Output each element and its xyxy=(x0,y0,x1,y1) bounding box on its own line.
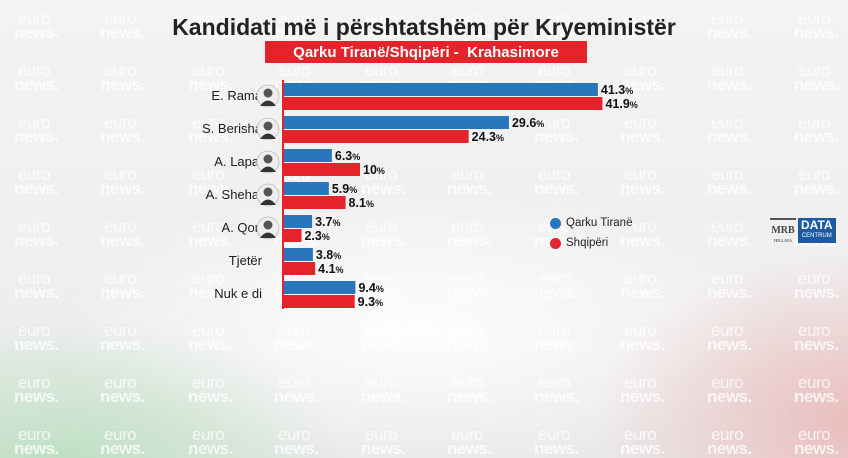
mrb-subtext: HILLAYA xyxy=(774,238,792,243)
avatar-body-icon xyxy=(260,166,276,172)
chart-title: Kandidati më i përshtatshëm për Kryemini… xyxy=(172,14,676,40)
avatar-head-icon xyxy=(263,220,273,230)
avatar-head-icon xyxy=(263,121,273,131)
bar-qarku xyxy=(284,83,598,96)
bar-qarku xyxy=(284,116,509,129)
chart-subtitle: Qarku Tiranë/Shqipëri - Krahasimore xyxy=(265,41,587,63)
mrb-text: MRB xyxy=(771,225,795,236)
avatar-head-icon xyxy=(263,154,273,164)
legend-label-qarku: Qarku Tiranë xyxy=(566,217,633,229)
data-centrum-logo: MRB HILLAYA DATA CENTRUM xyxy=(770,218,836,246)
data-centrum-line1: DATA xyxy=(801,218,833,232)
avatar-body-icon xyxy=(260,199,276,205)
data-label: 41.9% xyxy=(605,97,637,111)
avatar-body-icon xyxy=(260,133,276,139)
bar-qarku xyxy=(284,248,313,261)
data-label: 3.8% xyxy=(316,248,341,262)
category-label: A. Qori xyxy=(222,220,263,235)
legend-marker-shqiperi xyxy=(550,237,561,249)
legend-item-qarku: Qarku Tiranë xyxy=(550,213,632,233)
avatar-head-icon xyxy=(263,187,273,197)
bar-shqiperi xyxy=(284,295,355,308)
data-centrum-line2: CENTRUM xyxy=(801,233,832,239)
data-label: 9.3% xyxy=(358,295,383,309)
avatar-head-icon xyxy=(263,88,273,98)
avatar-body-icon xyxy=(260,100,276,106)
bar-qarku xyxy=(284,281,356,294)
data-label: 9.4% xyxy=(358,281,383,295)
category-label: Nuk e di xyxy=(214,286,262,301)
bar-shqiperi xyxy=(284,262,316,275)
legend: Qarku Tiranë Shqipëri xyxy=(550,213,632,253)
bar-qarku xyxy=(284,149,332,162)
data-label: 10% xyxy=(363,163,385,177)
category-label: S. Berisha xyxy=(202,121,263,136)
data-label: 41.3% xyxy=(601,83,633,97)
bar-shqiperi xyxy=(284,229,302,242)
data-label: 3.7% xyxy=(315,215,340,229)
category-label: Tjetër xyxy=(229,253,263,268)
bar-qarku xyxy=(284,182,329,195)
data-label: 2.3% xyxy=(304,229,329,243)
data-label: 29.6% xyxy=(512,116,544,130)
bar-qarku xyxy=(284,215,313,228)
data-label: 8.1% xyxy=(349,196,374,210)
bar-shqiperi xyxy=(284,163,360,176)
bar-shqiperi xyxy=(284,130,469,143)
legend-item-shqiperi: Shqipëri xyxy=(550,233,632,253)
avatar-body-icon xyxy=(260,232,276,238)
data-centrum-badge: DATA CENTRUM xyxy=(798,218,836,243)
legend-label-shqiperi: Shqipëri xyxy=(566,237,609,249)
mrb-logo: MRB HILLAYA xyxy=(770,218,796,246)
data-label: 5.9% xyxy=(332,182,357,196)
category-label: A. Shehaj xyxy=(206,187,262,202)
bar-shqiperi xyxy=(284,97,603,110)
data-label: 4.1% xyxy=(318,262,343,276)
category-label: A. Lapaj xyxy=(214,154,262,169)
data-label: 6.3% xyxy=(335,149,360,163)
data-label: 24.3% xyxy=(472,130,504,144)
bar-shqiperi xyxy=(284,196,346,209)
legend-marker-qarku xyxy=(550,217,561,229)
category-label: E. Rama xyxy=(211,88,262,103)
